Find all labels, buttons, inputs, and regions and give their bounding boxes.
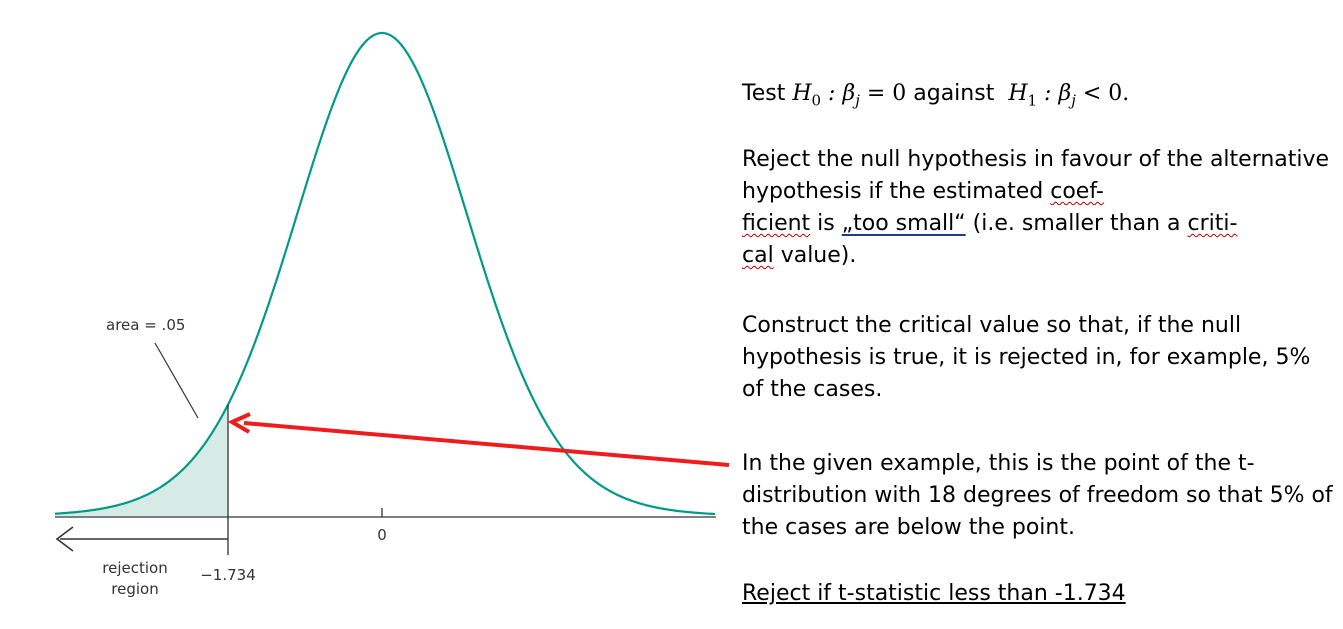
h0-equals: = 0: [859, 81, 907, 106]
h1-beta-subscript: j: [1071, 91, 1076, 110]
red-arrow-head-icon: [227, 412, 251, 434]
h0-symbol: H: [792, 81, 812, 106]
t-density-curve: [54, 31, 716, 516]
zero-label: 0: [377, 526, 387, 544]
rejection-label-line1: rejection: [102, 559, 167, 577]
hypothesis-test-line: Test H0 : βj = 0 against H1 : βj < 0.: [742, 78, 1129, 116]
test-prefix: Test: [742, 81, 793, 106]
h1-less-than: < 0.: [1075, 81, 1130, 106]
rejection-label-line2: region: [111, 580, 158, 598]
para1-text-c: (i.e. smaller than a: [965, 211, 1188, 236]
para1-text-a: Reject the null hypothesis in favour of …: [742, 147, 1330, 204]
area-pointer-line: [154, 342, 199, 419]
red-arrow-line: [243, 421, 730, 467]
h1-beta: : β: [1037, 81, 1072, 106]
critical-value-label: −1.734: [200, 566, 256, 584]
rejection-tail-area: [55, 404, 228, 516]
para1-text-b: is: [810, 211, 842, 236]
h1-symbol: H: [1008, 81, 1028, 106]
reject-paragraph: Reject the null hypothesis in favour of …: [742, 144, 1332, 272]
h1-subscript: 1: [1027, 91, 1038, 110]
para1-cal: cal: [742, 243, 774, 268]
area-label: area = .05: [106, 316, 185, 334]
rejection-rule: Reject if t-statistic less than -1.734: [742, 581, 1126, 606]
para1-criti: criti-: [1187, 211, 1238, 236]
para1-coef: coef-: [1050, 179, 1104, 204]
para1-text-d: value).: [773, 243, 857, 268]
critical-value-paragraph: Construct the critical value so that, if…: [742, 313, 1311, 402]
h0-beta-subscript: j: [855, 91, 860, 110]
h0-beta: : β: [821, 81, 856, 106]
left-arrow-icon: [55, 526, 228, 552]
para1-ficient: ficient: [742, 211, 811, 236]
example-paragraph: In the given example, this is the point …: [742, 451, 1333, 540]
too-small-phrase: „too small“: [841, 211, 966, 236]
h0-subscript: 0: [811, 91, 822, 110]
against-word: against: [906, 81, 1009, 106]
